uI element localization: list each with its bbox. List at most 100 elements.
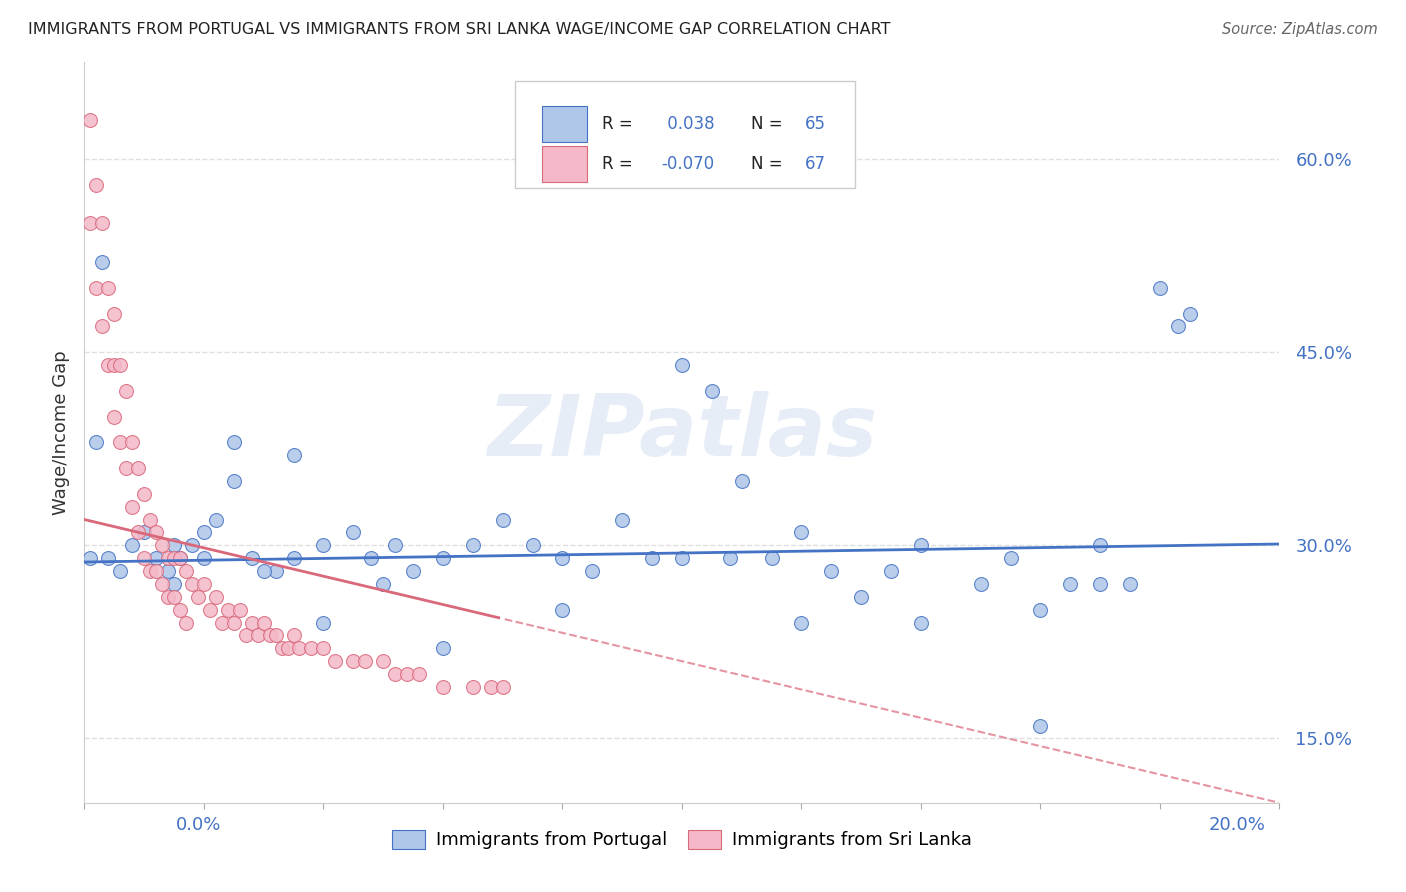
Text: 65: 65	[806, 115, 825, 133]
Point	[145, 564, 167, 578]
Text: 0.0%: 0.0%	[176, 816, 221, 834]
Point	[86, 435, 108, 450]
Point	[1149, 281, 1171, 295]
Point	[910, 615, 932, 630]
Point	[301, 641, 323, 656]
Point	[342, 654, 364, 668]
Point	[110, 564, 132, 578]
Point	[432, 680, 454, 694]
Point	[342, 525, 364, 540]
Point	[283, 551, 305, 566]
Point	[551, 602, 574, 616]
Point	[157, 590, 180, 604]
Point	[253, 615, 276, 630]
Point	[103, 409, 125, 424]
Point	[205, 590, 228, 604]
Point	[312, 615, 335, 630]
Point	[91, 319, 114, 334]
Text: 20.0%: 20.0%	[1209, 816, 1265, 834]
Point	[222, 435, 245, 450]
FancyBboxPatch shape	[543, 106, 588, 142]
Point	[235, 628, 257, 642]
Point	[671, 358, 693, 372]
Point	[880, 564, 903, 578]
Point	[127, 525, 149, 540]
Point	[127, 461, 149, 475]
Point	[283, 628, 305, 642]
Point	[790, 615, 813, 630]
Point	[408, 667, 430, 681]
Point	[110, 358, 132, 372]
Point	[145, 525, 167, 540]
Point	[270, 641, 292, 656]
Point	[228, 602, 252, 616]
Point	[283, 448, 305, 462]
Point	[612, 512, 634, 526]
Point	[492, 680, 515, 694]
Legend: Immigrants from Portugal, Immigrants from Sri Lanka: Immigrants from Portugal, Immigrants fro…	[385, 823, 979, 856]
Point	[910, 538, 932, 552]
Point	[1029, 718, 1052, 732]
Point	[259, 628, 281, 642]
Point	[132, 487, 156, 501]
Point	[193, 577, 215, 591]
Point	[86, 178, 108, 192]
Point	[115, 461, 138, 475]
Text: N =: N =	[751, 155, 789, 173]
Point	[373, 577, 395, 591]
Point	[193, 525, 215, 540]
FancyBboxPatch shape	[543, 146, 588, 182]
Text: Source: ZipAtlas.com: Source: ZipAtlas.com	[1222, 22, 1378, 37]
Point	[240, 615, 263, 630]
Point	[1090, 538, 1112, 552]
Text: ZIPatlas: ZIPatlas	[486, 391, 877, 475]
Point	[761, 551, 783, 566]
Point	[360, 551, 382, 566]
Point	[820, 564, 842, 578]
Point	[174, 615, 197, 630]
Point	[551, 551, 574, 566]
FancyBboxPatch shape	[515, 81, 855, 188]
Point	[222, 615, 245, 630]
Point	[139, 512, 162, 526]
Point	[217, 602, 239, 616]
Point	[718, 551, 741, 566]
Point	[384, 538, 406, 552]
Point	[522, 538, 544, 552]
Point	[79, 216, 101, 230]
Y-axis label: Wage/Income Gap: Wage/Income Gap	[52, 351, 70, 515]
Point	[79, 113, 101, 128]
Point	[115, 384, 138, 398]
Point	[103, 306, 125, 320]
Point	[312, 538, 335, 552]
Point	[157, 551, 180, 566]
Point	[402, 564, 425, 578]
Point	[150, 577, 173, 591]
Point	[121, 538, 143, 552]
Point	[264, 628, 287, 642]
Point	[790, 525, 813, 540]
Point	[1090, 577, 1112, 591]
Point	[163, 551, 186, 566]
Point	[187, 590, 209, 604]
Point	[79, 551, 101, 566]
Point	[163, 538, 186, 552]
Point	[432, 641, 454, 656]
Point	[1178, 306, 1201, 320]
Text: 67: 67	[806, 155, 825, 173]
Point	[264, 564, 287, 578]
Point	[181, 538, 204, 552]
Point	[240, 551, 263, 566]
Point	[86, 281, 108, 295]
Text: R =: R =	[602, 115, 638, 133]
Point	[1167, 319, 1189, 334]
Point	[277, 641, 299, 656]
Point	[1059, 577, 1081, 591]
Point	[492, 512, 515, 526]
Point	[700, 384, 723, 398]
Point	[91, 216, 114, 230]
Point	[169, 602, 191, 616]
Text: R =: R =	[602, 155, 638, 173]
Point	[432, 551, 454, 566]
Point	[461, 538, 484, 552]
